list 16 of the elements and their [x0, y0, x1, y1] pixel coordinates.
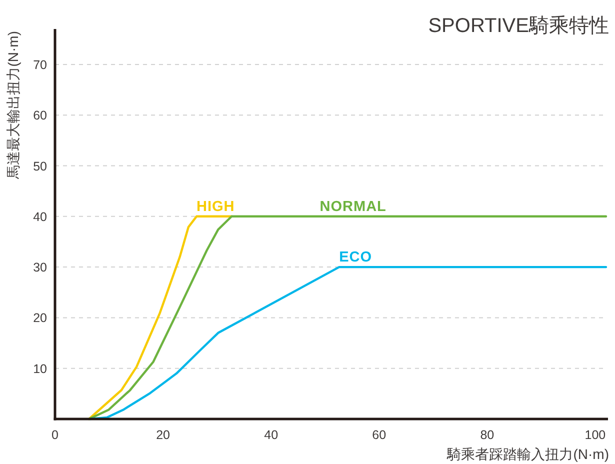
y-tick-label: 40: [33, 210, 47, 224]
y-tick-label: 70: [33, 58, 47, 72]
y-tick-label: 30: [33, 260, 47, 275]
y-tick-label: 20: [33, 311, 47, 326]
x-tick-label: 40: [264, 428, 278, 442]
title: SPORTIVE騎乘特性: [428, 15, 609, 37]
x-tick-label: 80: [480, 428, 494, 442]
y-tick-label: 10: [33, 362, 47, 376]
y-tick-label: 60: [33, 108, 47, 123]
x-tick-label: 0: [52, 428, 58, 442]
x-tick-label: 20: [156, 428, 170, 442]
y-tick-label: 50: [33, 159, 47, 174]
y-axis-title: 馬達最大輸出扭力(N·m): [5, 31, 21, 179]
x-tick-label: 60: [372, 428, 386, 442]
x-tick-label: 100: [584, 428, 606, 442]
x-axis-title: 騎乘者踩踏輸入扭力(N·m): [447, 446, 609, 462]
